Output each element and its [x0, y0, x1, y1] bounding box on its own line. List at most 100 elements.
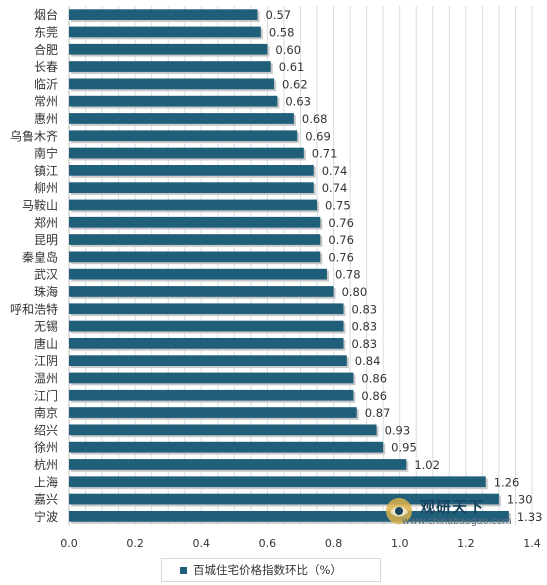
- bar: [69, 199, 318, 211]
- x-tick-label: 0.6: [259, 537, 277, 550]
- category-label: 杭州: [34, 457, 58, 472]
- bar: [69, 337, 344, 349]
- data-label: 0.74: [322, 181, 348, 195]
- category-label: 江门: [34, 388, 58, 403]
- category-label: 昆明: [34, 233, 58, 247]
- bar: [69, 78, 275, 90]
- legend: 百城住宅价格指数环比（%）: [161, 558, 381, 582]
- category-label: 绍兴: [34, 423, 58, 437]
- legend-label: 百城住宅价格指数环比（%）: [193, 563, 342, 577]
- bar: [69, 303, 344, 315]
- category-label: 郑州: [34, 215, 58, 230]
- category-label: 惠州: [34, 112, 58, 126]
- bar: [69, 147, 304, 159]
- category-label: 临沂: [34, 77, 58, 91]
- category-label: 柳州: [34, 181, 58, 195]
- x-tick-label: 0.0: [60, 537, 78, 550]
- bar: [69, 182, 314, 194]
- category-label: 乌鲁木齐: [10, 128, 58, 143]
- bar: [69, 268, 327, 280]
- bar: [69, 424, 377, 436]
- bar: [69, 95, 278, 107]
- category-label: 上海: [34, 474, 58, 489]
- bar: [69, 251, 321, 263]
- bar: [69, 441, 384, 453]
- data-label: 0.95: [391, 441, 417, 455]
- data-label: 0.68: [302, 112, 328, 126]
- bar: [69, 43, 268, 55]
- watermark: 观研天下 www.chinabaogao.com: [384, 496, 524, 530]
- data-label: 0.63: [285, 95, 311, 109]
- data-label: 0.76: [328, 216, 354, 230]
- data-label: 0.83: [351, 337, 377, 351]
- data-label: 0.76: [328, 250, 354, 264]
- category-label: 温州: [34, 371, 58, 385]
- category-label: 宁波: [34, 509, 58, 524]
- data-label: 0.58: [269, 25, 295, 39]
- data-label: 0.78: [335, 268, 361, 282]
- watermark-url: www.chinabaogao.com: [402, 516, 512, 527]
- bar: [69, 510, 509, 522]
- category-label: 南宁: [34, 146, 58, 161]
- bar: [69, 372, 354, 384]
- x-tick-label: 1.0: [391, 537, 409, 550]
- bar: [69, 234, 321, 245]
- data-label: 0.75: [325, 198, 351, 212]
- category-label: 呼和浩特: [10, 301, 58, 316]
- data-label: 0.61: [279, 60, 305, 74]
- category-label: 长春: [34, 60, 58, 74]
- category-label: 马鞍山: [22, 197, 58, 212]
- category-label: 秦皇岛: [22, 249, 58, 264]
- data-label: 0.84: [355, 354, 381, 368]
- bar: [69, 130, 298, 142]
- bar: [69, 286, 334, 297]
- category-label: 合肥: [34, 42, 58, 57]
- watermark-logo-icon: [386, 498, 412, 524]
- category-label: 江阴: [34, 354, 58, 368]
- category-label: 镇江: [34, 164, 58, 178]
- data-label: 0.86: [361, 371, 387, 385]
- x-tick-label: 1.2: [457, 537, 475, 550]
- data-label: 1.26: [494, 475, 520, 489]
- data-label: 0.80: [342, 285, 368, 299]
- legend-swatch: [180, 566, 187, 574]
- data-label: 1.02: [414, 458, 440, 472]
- bar: [69, 320, 344, 332]
- category-label: 徐州: [34, 440, 58, 455]
- category-label: 嘉兴: [34, 493, 58, 507]
- category-label: 常州: [34, 95, 58, 109]
- data-label: 0.93: [385, 423, 411, 437]
- x-tick-label: 0.8: [325, 537, 343, 550]
- category-label: 东莞: [34, 25, 58, 39]
- bar: [69, 476, 486, 488]
- x-tick-label: 0.4: [193, 537, 211, 550]
- bar: [69, 61, 271, 72]
- category-label: 武汉: [34, 268, 58, 282]
- bar: [69, 26, 261, 38]
- data-label: 0.76: [328, 233, 354, 247]
- bar: [69, 407, 357, 418]
- bar: [69, 389, 354, 401]
- data-label: 0.86: [361, 389, 387, 403]
- watermark-name: 观研天下: [420, 498, 485, 516]
- bar: [69, 355, 347, 367]
- category-label: 南京: [34, 405, 58, 420]
- data-label: 0.62: [282, 77, 308, 91]
- bar: [69, 459, 407, 470]
- data-label: 0.71: [312, 147, 338, 161]
- data-label: 1.33: [517, 510, 543, 524]
- bar: [69, 113, 294, 124]
- category-label: 珠海: [34, 284, 58, 299]
- x-tick-label: 1.4: [523, 537, 541, 550]
- data-label: 0.57: [266, 8, 292, 22]
- data-label: 0.87: [365, 406, 391, 420]
- data-label: 1.30: [507, 493, 533, 507]
- data-label: 0.83: [351, 302, 377, 316]
- category-label: 无锡: [34, 319, 58, 334]
- bar: [69, 164, 314, 176]
- data-label: 0.83: [351, 320, 377, 334]
- x-tick-label: 0.2: [126, 537, 144, 550]
- bar: [69, 493, 499, 505]
- bar: [69, 216, 321, 228]
